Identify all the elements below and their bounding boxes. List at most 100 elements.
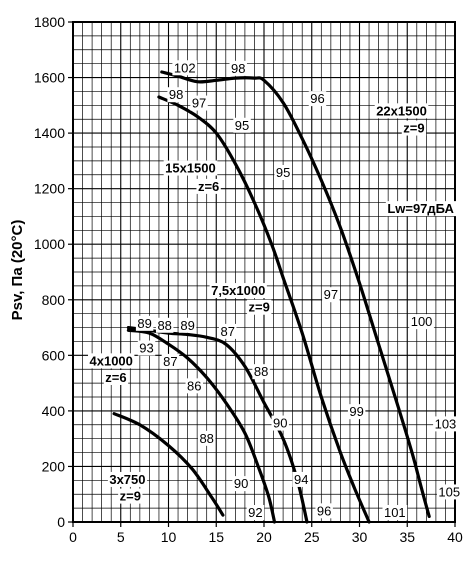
label-text: 95 [276,165,290,180]
curve-label: 22x1500 [374,103,429,119]
y-tick-labels: 0 200 400 600 800 1000 1200 1400 1600 1800 [34,14,65,530]
noise-level-label: 86 [185,378,204,394]
label-background [409,314,434,330]
x-tick-label: 20 [256,529,272,545]
noise-level-label: 97 [322,287,340,303]
label-background [436,484,462,500]
label-text: z=6 [198,179,219,194]
x-tick-label: 10 [161,529,177,545]
noise-level-label: 88 [197,430,216,446]
y-tick-label: 0 [57,514,65,530]
label-text: 88 [254,364,268,379]
label-background [308,91,327,107]
y-tick-label: 1400 [34,125,65,141]
noise-level-label: 95 [274,165,292,180]
series-line [126,328,277,524]
series-line [157,95,371,524]
label-text: 98 [231,61,245,76]
label-background [178,317,197,333]
y-tick-label: 1600 [34,70,65,86]
noise-level-label: 88 [155,317,174,333]
y-tick-label: 600 [42,347,66,363]
label-background [107,471,148,487]
label-background [137,340,156,356]
y-tick-label: 1200 [34,181,65,197]
x-tick-labels: 0 5 10 15 20 25 30 35 40 [69,529,463,545]
x-tick-label: 15 [208,529,224,545]
noise-level-label: 93 [137,340,156,356]
label-background [401,120,427,136]
label-text: 86 [187,378,201,393]
label-text: 7,5x1000 [211,283,265,298]
label-background [271,415,289,431]
label-text: 96 [317,503,331,518]
label-text: 100 [411,314,433,329]
label-background [135,315,154,331]
noise-level-label: 94 [292,471,310,487]
y-tick-label: 400 [42,403,66,419]
label-text: 97 [324,287,338,302]
curve-label: 7,5x1000 [209,283,267,299]
x-tick-label: 40 [447,529,463,545]
noise-level-label: 99 [347,404,366,420]
label-background [88,353,135,369]
label-background [161,353,180,369]
curve-label: z=9 [118,488,143,504]
label-text: z=9 [249,300,270,315]
label-background [118,488,143,504]
label-text: z=6 [105,370,126,385]
x-tick-label: 35 [399,529,415,545]
label-text: 15x1500 [165,161,216,176]
curve-label: z=9 [401,120,427,136]
curve-label: Lw=97дБА [385,201,457,217]
curve-label: 15x1500 [163,160,218,176]
label-background [232,476,250,492]
y-tick-label: 1000 [34,236,65,252]
label-background [196,178,221,194]
label-background [246,505,265,520]
curve-label: 4x1000 [88,353,135,369]
label-text: 103 [435,416,457,431]
series-line [160,70,431,518]
label-text: 98 [169,87,183,102]
label-text: 105 [438,484,460,499]
label-text: 92 [248,505,262,520]
label-background [103,370,129,385]
y-tick-label: 800 [42,292,66,308]
noise-level-label: 89 [135,315,154,331]
noise-level-label: 103 [433,416,458,432]
x-tick-label: 30 [352,529,368,545]
label-background [185,378,204,394]
label-text: 90 [273,416,287,431]
noise-level-label: 88 [252,364,270,380]
label-background [197,430,216,446]
noise-level-label: 97 [190,95,208,111]
label-text: 88 [157,318,171,333]
label-background [172,60,198,76]
series-lines [112,70,431,524]
label-text: 96 [310,91,324,106]
curve-label: z=6 [196,178,221,194]
noise-level-label: 92 [246,505,265,520]
grid [73,22,455,522]
label-background [292,471,310,487]
noise-level-label: 87 [161,353,180,369]
label-text: 88 [199,431,213,446]
series-line [112,412,225,517]
label-background [155,317,174,333]
noise-level-label: 101 [382,505,408,520]
noise-level-label: 90 [232,476,250,492]
label-background [385,201,457,217]
noise-level-label: 100 [409,314,434,330]
label-text: 97 [192,96,206,111]
label-text: 94 [294,472,308,487]
label-text: 87 [220,324,234,339]
label-background [218,323,237,339]
axis-ticks [68,21,456,527]
label-background [322,287,340,303]
x-tick-label: 5 [117,529,125,545]
annotations: 102 98 96 98 97 95 22x1500 z=9 15x1500 z=6 95 Lw=97… [88,60,462,520]
label-text: 87 [163,354,177,369]
noise-level-label: 98 [167,87,185,103]
noise-level-label: 102 [172,60,198,76]
